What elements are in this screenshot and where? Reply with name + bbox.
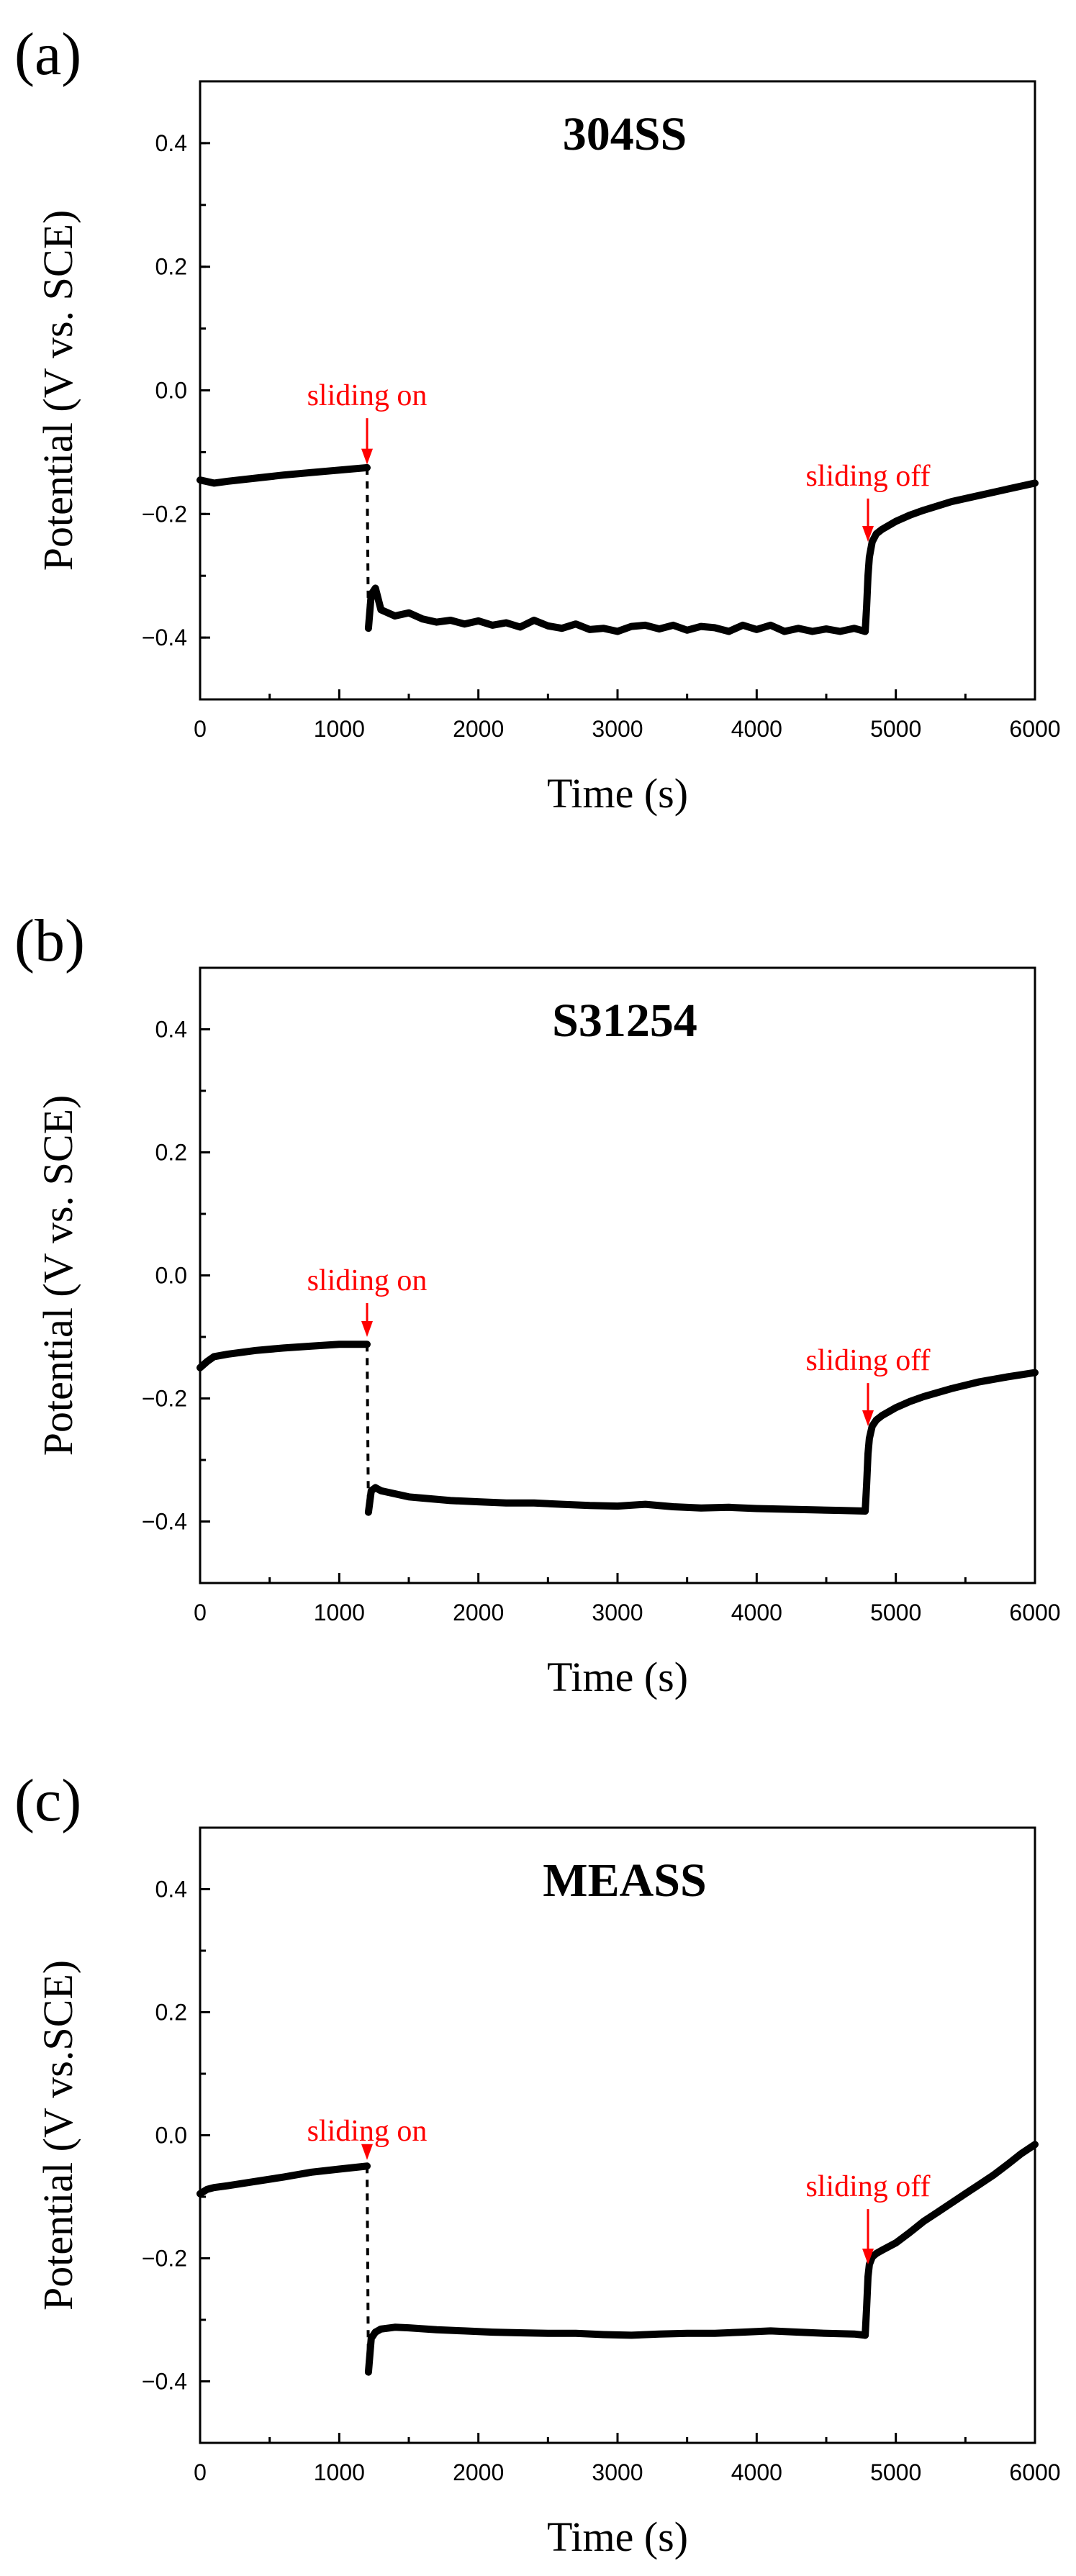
chart-title: S31254 xyxy=(552,994,697,1047)
y-tick-label: 0.0 xyxy=(155,2123,187,2149)
x-tick-label: 3000 xyxy=(592,716,643,742)
y-tick-label: −0.4 xyxy=(142,625,187,650)
x-tick-label: 2000 xyxy=(453,2459,504,2485)
x-tick-label: 0 xyxy=(194,716,207,742)
x-tick-label: 4000 xyxy=(731,2459,782,2485)
series-line-segment xyxy=(364,584,869,635)
series-line-segment xyxy=(196,463,371,487)
series-line-segment xyxy=(366,1344,370,1513)
x-tick-label: 4000 xyxy=(731,1600,782,1625)
x-tick-label: 0 xyxy=(194,1600,207,1625)
x-tick-label: 5000 xyxy=(870,2459,921,2485)
series-line-segment xyxy=(862,479,1039,635)
x-tick-label: 1000 xyxy=(314,716,365,742)
y-tick-label: 0.0 xyxy=(155,378,187,404)
series-line-segment xyxy=(862,1369,1039,1515)
series-line-segment xyxy=(364,1484,869,1516)
x-axis-title: Time (s) xyxy=(547,1654,688,1700)
x-tick-label: 1000 xyxy=(314,1600,365,1625)
x-tick-label: 5000 xyxy=(870,1600,921,1625)
annotation-arrowhead xyxy=(862,525,874,542)
x-axis-title: Time (s) xyxy=(547,2513,688,2560)
annotation-label: sliding off xyxy=(805,2170,930,2203)
chart-title: MEASS xyxy=(543,1854,706,1907)
chart-panel-3: (c) MEASS 0 1000 2000 3000 4000 5000 6000 −0.4 −0.… xyxy=(14,1767,1061,2560)
annotation-arrowhead xyxy=(862,1410,874,1426)
y-tick-label: 0.2 xyxy=(155,254,187,280)
chart-panel-2: (b) S31254 0 1000 2000 3000 4000 5000 6000 −0.4 −0… xyxy=(14,907,1061,1700)
series-line-segment xyxy=(196,2162,371,2198)
series-line-segment xyxy=(862,2141,1039,2339)
y-axis-title: Potential (V vs. SCE) xyxy=(35,210,81,571)
panel-label: (a) xyxy=(14,21,81,88)
annotation-label: sliding off xyxy=(805,460,930,493)
series-line-segment xyxy=(364,2323,869,2376)
y-tick-label: −0.2 xyxy=(142,501,187,527)
x-tick-label: 4000 xyxy=(731,716,782,742)
series-line-segment xyxy=(366,2166,370,2372)
y-tick-label: 0.0 xyxy=(155,1263,187,1289)
y-tick-label: 0.4 xyxy=(155,1877,187,1902)
y-tick-label: −0.2 xyxy=(142,2246,187,2272)
x-tick-label: 5000 xyxy=(870,716,921,742)
annotation-arrowhead xyxy=(361,448,373,465)
y-tick-label: −0.2 xyxy=(142,1386,187,1412)
panel-label: (b) xyxy=(14,907,85,974)
annotation-label: sliding on xyxy=(307,2115,428,2148)
y-tick-label: 0.4 xyxy=(155,130,187,156)
y-tick-label: 0.4 xyxy=(155,1017,187,1043)
chart-panel-1: (a) 304SS 0 1000 2000 3000 4000 5000 6000 −0.4 −0.… xyxy=(14,21,1061,817)
y-tick-label: 0.2 xyxy=(155,1140,187,1166)
x-tick-label: 6000 xyxy=(1009,2459,1060,2485)
x-tick-label: 1000 xyxy=(314,2459,365,2485)
panel-label: (c) xyxy=(14,1767,81,1834)
x-axis-title: Time (s) xyxy=(547,770,688,817)
annotation-label: sliding off xyxy=(805,1344,930,1377)
y-axis-title: Potential (V vs.SCE) xyxy=(35,1960,81,2310)
x-tick-label: 3000 xyxy=(592,2459,643,2485)
x-tick-label: 6000 xyxy=(1009,1600,1060,1625)
series-line-segment xyxy=(196,1341,371,1371)
annotation-arrowhead xyxy=(361,2144,373,2160)
annotation-label: sliding on xyxy=(307,1264,428,1297)
x-tick-label: 6000 xyxy=(1009,716,1060,742)
y-axis-title: Potential (V vs. SCE) xyxy=(35,1095,81,1456)
y-tick-label: −0.4 xyxy=(142,1509,187,1535)
y-tick-label: −0.4 xyxy=(142,2369,187,2395)
y-tick-label: 0.2 xyxy=(155,2000,187,2026)
annotation-arrowhead xyxy=(862,2249,874,2265)
annotation-arrowhead xyxy=(361,1321,373,1337)
x-tick-label: 0 xyxy=(194,2459,207,2485)
chart-title: 304SS xyxy=(563,108,687,160)
x-tick-label: 2000 xyxy=(453,1600,504,1625)
annotation-label: sliding on xyxy=(307,379,428,412)
x-tick-label: 2000 xyxy=(453,716,504,742)
x-tick-label: 3000 xyxy=(592,1600,643,1625)
